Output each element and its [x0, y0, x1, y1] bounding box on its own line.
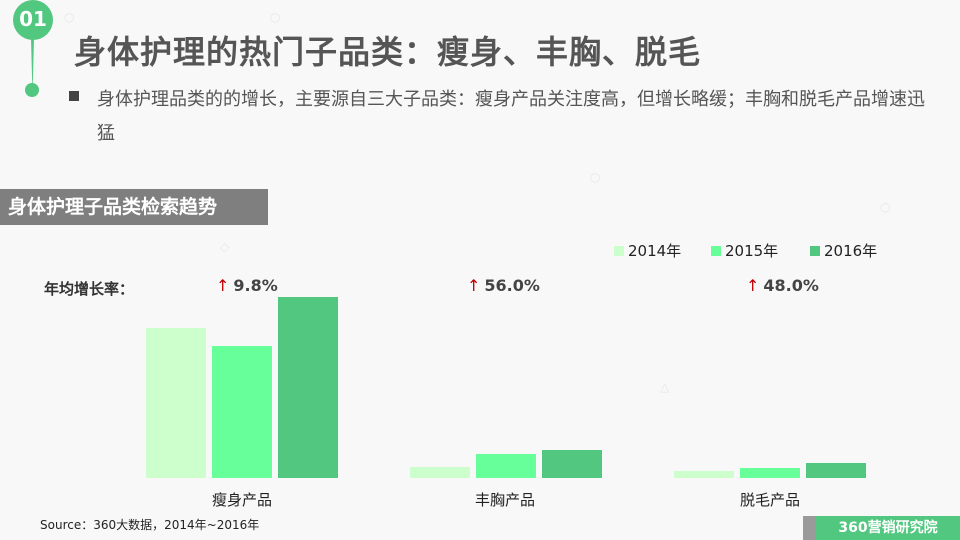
bar-2015年: [476, 454, 536, 478]
decor-triangle: △: [660, 380, 670, 394]
legend-item-2016: 2016年: [810, 240, 877, 261]
decor-diamond: ◇: [220, 240, 230, 254]
up-arrow-icon: ↑: [216, 276, 230, 295]
legend-item-2014: 2014年: [614, 240, 681, 261]
category-label: 丰胸产品: [474, 491, 535, 509]
legend-swatch: [711, 245, 721, 256]
source-note: Source：360大数据，2014年~2016年: [40, 518, 260, 532]
growth-rate-hair-removal: ↑ 48.0%: [746, 276, 819, 295]
bullet-square-icon: [69, 91, 79, 101]
decor-circle: ○: [880, 200, 891, 214]
bar-2016年: [542, 450, 602, 478]
bar-2016年: [806, 463, 866, 478]
bar-2016年: [278, 297, 338, 478]
growth-rate-breast: ↑ 56.0%: [467, 276, 540, 295]
up-arrow-icon: ↑: [746, 276, 760, 295]
growth-rate-slimming: ↑ 9.8%: [216, 276, 278, 295]
chart-section-label: 身体护理子品类检索趋势: [0, 189, 268, 225]
legend-swatch: [810, 245, 820, 256]
up-arrow-icon: ↑: [467, 276, 481, 295]
section-number-badge: 01: [13, 0, 53, 40]
growth-rate-label: 年均增长率：: [44, 280, 135, 298]
legend-item-2015: 2015年: [711, 240, 778, 261]
pin-line: [31, 38, 34, 84]
bar-2014年: [674, 471, 734, 478]
page-description: 身体护理品类的的增长，主要源自三大子品类：瘦身产品关注度高，但增长略缓；丰胸和脱…: [97, 89, 925, 144]
category-label: 脱毛产品: [739, 491, 800, 509]
category-label: 瘦身产品: [211, 491, 272, 509]
pin-dot: [25, 83, 39, 97]
legend-swatch: [614, 245, 624, 256]
bar-2014年: [146, 328, 206, 478]
decor-circle: ○: [590, 170, 601, 184]
decor-circle: ○: [270, 10, 281, 24]
decor-circle: ○: [64, 10, 75, 24]
bar-2014年: [410, 467, 470, 478]
brand-logo: 360营销研究院: [816, 516, 960, 540]
brand-accent: [803, 516, 816, 540]
bar-2015年: [212, 346, 272, 478]
bar-2015年: [740, 468, 800, 478]
page-title: 身体护理的热门子品类：瘦身、丰胸、脱毛: [74, 33, 702, 71]
